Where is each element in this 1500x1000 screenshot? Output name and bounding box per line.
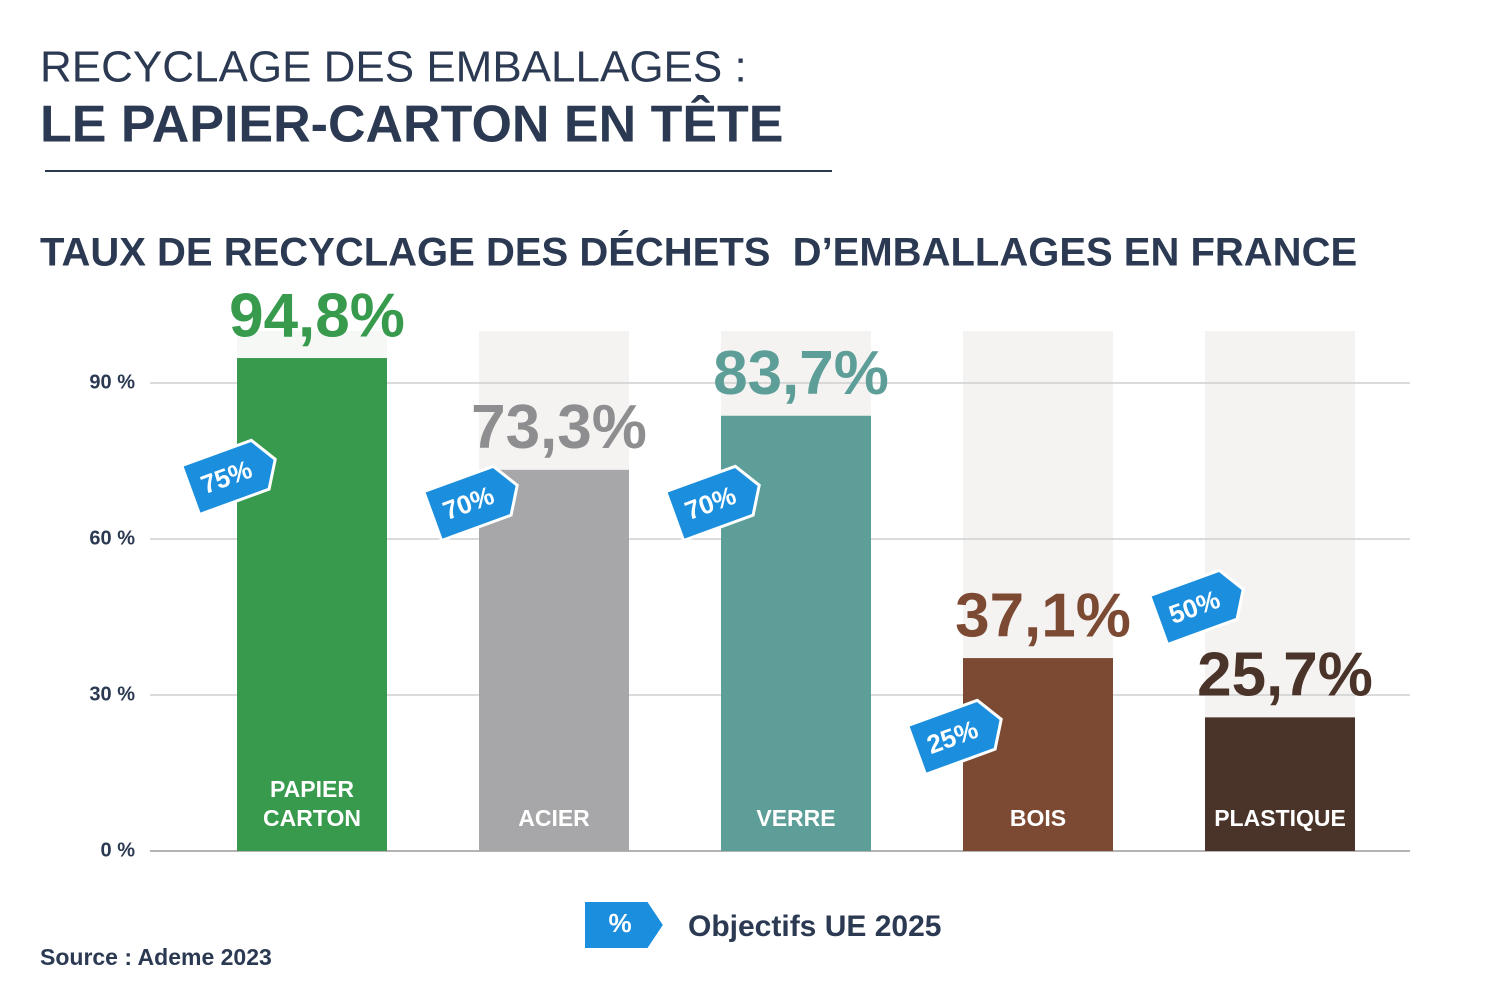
value-label: 83,7% bbox=[713, 339, 889, 408]
x-tick-label: PLASTIQUE bbox=[1214, 805, 1346, 831]
badge-shape bbox=[179, 438, 277, 517]
chart-title-line2: LE PAPIER-CARTON EN TÊTE bbox=[40, 95, 783, 154]
badge-shape bbox=[905, 698, 1003, 777]
x-tick-label: PAPIER CARTON bbox=[263, 776, 361, 831]
y-tick-label: 60 % bbox=[89, 527, 135, 549]
x-tick-label: BOIS bbox=[1009, 805, 1067, 831]
bar bbox=[479, 469, 629, 851]
legend-label: Objectifs UE 2025 bbox=[688, 910, 941, 943]
x-tick-label: VERRE bbox=[756, 805, 836, 831]
bar bbox=[963, 658, 1113, 851]
chart-title: RECYCLAGE DES EMBALLAGES : bbox=[40, 43, 747, 92]
y-tick-label: 90 % bbox=[89, 371, 135, 393]
source: Source : Ademe 2023 bbox=[40, 944, 272, 970]
badge-shape bbox=[421, 464, 519, 543]
value-label: 73,3% bbox=[471, 393, 647, 462]
badge-shape bbox=[1147, 568, 1245, 647]
legend: % Objectifs UE 2025 bbox=[583, 900, 941, 950]
target-badge: 50% bbox=[1147, 568, 1245, 647]
chart-subtitle: TAUX DE RECYCLAGE DES DÉCHETS D’EMBALLAG… bbox=[40, 230, 1357, 275]
legend-symbol: % bbox=[608, 908, 631, 938]
x-tick-label: ACIER bbox=[518, 805, 590, 831]
target-badge: 25% bbox=[905, 698, 1003, 777]
legend-symbol-shape bbox=[583, 900, 666, 950]
badge-shape bbox=[663, 464, 761, 543]
y-tick-label: 0 % bbox=[101, 839, 136, 861]
bar bbox=[1205, 717, 1355, 851]
value-label: 37,1% bbox=[955, 581, 1131, 650]
value-label: 94,8% bbox=[229, 281, 405, 350]
bar bbox=[237, 358, 387, 851]
target-badge: 70% bbox=[663, 464, 761, 543]
target-badge: 75% bbox=[179, 438, 277, 517]
y-tick-label: 30 % bbox=[89, 683, 135, 705]
value-label: 25,7% bbox=[1197, 641, 1373, 710]
target-badge: 70% bbox=[421, 464, 519, 543]
